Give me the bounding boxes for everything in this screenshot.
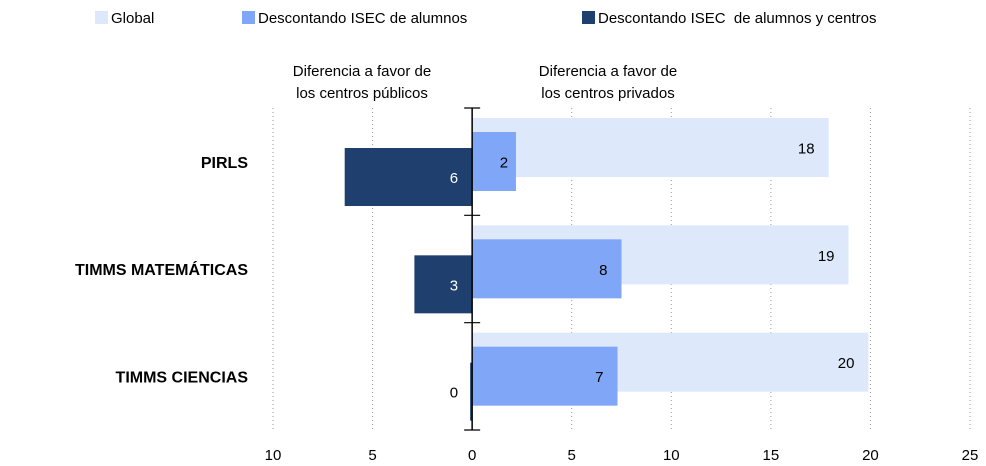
annotation: Diferencia a favor de [539,63,677,80]
category-label: PIRLS [201,155,248,172]
bar [344,148,473,206]
value-label: 8 [599,262,607,279]
legend-label: Global [111,10,154,27]
legend-label: Descontando ISEC de alumnos y centros [598,10,876,27]
value-label: 0 [450,385,458,402]
category-label: TIMMS CIENCIAS [116,370,249,387]
value-label: 3 [450,277,458,294]
bar [472,346,618,406]
annotation: los centros privados [541,85,674,102]
value-label: 18 [798,140,815,157]
legend-swatch [582,11,595,24]
legend-swatch [95,11,108,24]
value-label: 2 [500,154,508,171]
x-tick-label: 5 [568,447,576,464]
value-label: 7 [595,369,603,386]
bar [472,239,622,299]
bar [470,362,473,421]
category-label: TIMMS MATEMÁTICAS [75,260,248,279]
legend-swatch [242,11,255,24]
x-tick-label: 10 [265,447,282,464]
value-label: 20 [838,355,855,372]
x-tick-label: 25 [962,447,979,464]
annotation: los centros públicos [296,85,428,102]
value-label: 6 [450,170,458,187]
x-tick-label: 20 [862,447,879,464]
x-tick-label: 10 [663,447,680,464]
bar [472,118,829,177]
value-label: 19 [818,248,835,265]
bar [414,255,473,314]
bar [472,132,516,191]
x-tick-label: 0 [468,447,476,464]
x-tick-label: 5 [368,447,376,464]
x-tick-label: 15 [763,447,780,464]
legend-label: Descontando ISEC de alumnos [258,10,467,27]
annotation: Diferencia a favor de [293,63,431,80]
